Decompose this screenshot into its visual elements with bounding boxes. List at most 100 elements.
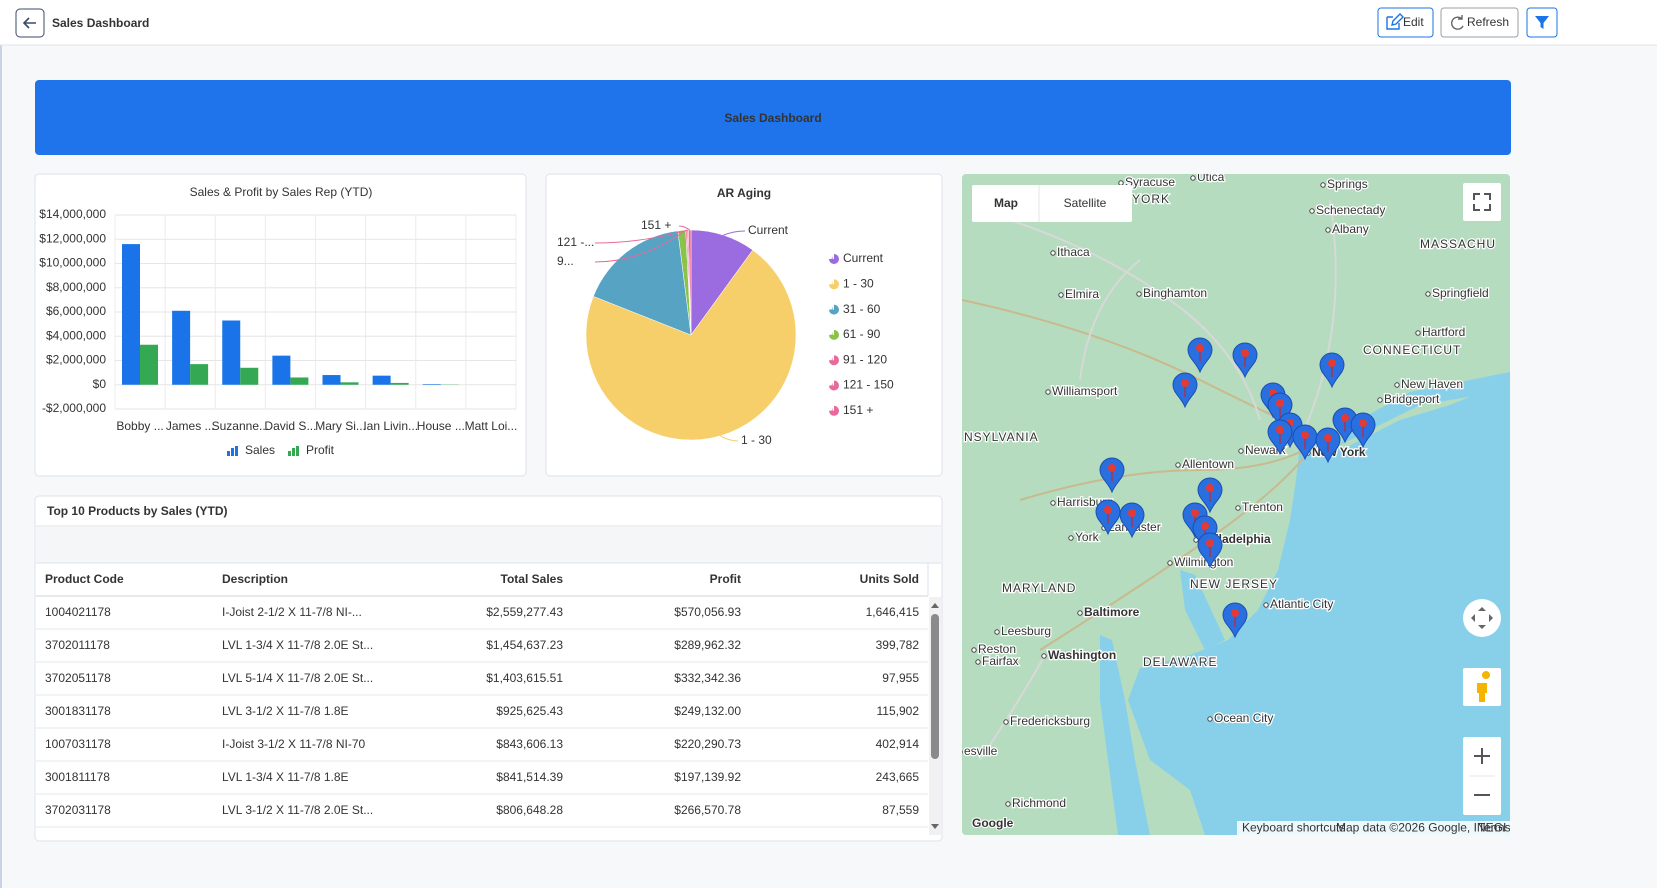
city-label: Binghamton (1143, 286, 1207, 300)
map-marker[interactable] (1315, 427, 1341, 464)
legend-icon-part (828, 330, 833, 336)
city-dot (1377, 397, 1383, 403)
map-type-control (972, 185, 1132, 222)
marker-head (1196, 344, 1204, 352)
legend-icon (235, 446, 238, 456)
table-cell: 1007031178 (45, 737, 111, 751)
city-dot (1050, 250, 1056, 256)
marker-head (1324, 434, 1332, 442)
city-label: Fredericksburg (1010, 714, 1090, 728)
map-marker[interactable] (1292, 424, 1318, 461)
slice-label: 9... (557, 254, 574, 268)
scroll-up[interactable] (931, 603, 939, 608)
table-cell: $925,625.43 (496, 704, 563, 718)
fullscreen-button[interactable] (1463, 183, 1501, 221)
y-tick-label: $0 (93, 377, 107, 391)
city-label: Williamsport (1052, 384, 1118, 398)
map-marker[interactable] (1187, 337, 1213, 374)
marker-head (1181, 379, 1189, 387)
map-marker[interactable] (1197, 477, 1223, 514)
map-road (1079, 259, 1141, 381)
y-tick-label: $14,000,000 (39, 207, 106, 221)
city-dot (1309, 208, 1315, 214)
table-cell: $289,962.32 (674, 638, 741, 652)
table-cell: 3702031178 (45, 803, 111, 817)
map-attribution[interactable]: Keyboard shortcuts (1242, 821, 1345, 835)
legend-label: 1 - 30 (843, 276, 874, 290)
scrollbar-thumb[interactable] (931, 614, 939, 759)
map-marker[interactable] (1197, 532, 1223, 569)
map-marker[interactable] (1119, 502, 1145, 539)
city-label: New Haven (1401, 377, 1463, 391)
map-marker[interactable] (1232, 342, 1258, 379)
map-marker[interactable] (1267, 419, 1293, 456)
map[interactable]: Syracuse Utica Springs YORK Schenectady Alban… (958, 170, 1511, 835)
map-sound (1340, 372, 1510, 445)
legend-icon-part (828, 381, 833, 387)
city-label: Hartford (1422, 325, 1465, 339)
map-marker[interactable] (1095, 499, 1121, 536)
map-marker[interactable] (1222, 602, 1248, 639)
bar (222, 320, 241, 385)
map-marker[interactable] (1172, 372, 1198, 409)
table-cell: 402,914 (876, 737, 920, 751)
table-cell: I-Joist 2-1/2 X 11-7/8 NI-... (222, 605, 362, 619)
table-cell: 3702011178 (45, 638, 110, 652)
zoom-in[interactable] (1474, 748, 1490, 764)
table-cell: $220,290.73 (674, 737, 741, 751)
map-marker[interactable] (1319, 352, 1345, 389)
table-cell: 87,559 (882, 803, 919, 817)
refresh-button[interactable]: Refresh (1440, 7, 1519, 38)
edit-button[interactable]: Edit (1377, 7, 1434, 38)
city-label: Syracuse (1125, 175, 1175, 189)
map-marker[interactable] (1350, 412, 1376, 449)
bar (140, 344, 158, 385)
legend-icon (829, 380, 839, 391)
banner (35, 80, 1511, 155)
table-cell: 97,955 (882, 671, 919, 685)
state-label: MARYLAND (1002, 581, 1076, 595)
map-tab[interactable]: Map (994, 196, 1018, 210)
back-button[interactable] (15, 8, 45, 38)
map-marker[interactable] (1099, 457, 1125, 494)
city-label: Bridgeport (1384, 392, 1440, 406)
table-cell: $2,559,277.43 (486, 605, 563, 619)
pie-slice (585, 249, 797, 441)
table-toolbar (36, 527, 941, 563)
edit-label: Edit (1403, 15, 1424, 29)
city-dot (1325, 227, 1331, 233)
x-tick-label: Ian Livin... (363, 419, 418, 433)
state-label: MASSACHU (1420, 237, 1496, 251)
column-header: Total Sales (501, 572, 564, 586)
legend-label: 61 - 90 (843, 327, 881, 341)
x-tick-label: Bobby ... (116, 419, 163, 433)
legend-icon-part (828, 356, 833, 362)
city-dot (1050, 500, 1056, 506)
bar (272, 355, 291, 385)
bar (340, 382, 359, 385)
legend-icon (829, 405, 839, 416)
scroll-down[interactable] (931, 824, 939, 829)
city-dot (1394, 382, 1400, 388)
map-attribution[interactable]: Terms (1478, 821, 1511, 835)
back-arrow (22, 17, 36, 29)
city-label: esville (964, 744, 998, 758)
pan-control[interactable] (1463, 599, 1501, 637)
chart-title: AR Aging (717, 186, 771, 200)
city-label: Utica (1197, 170, 1225, 184)
legend-icon (227, 451, 230, 456)
marker-head (1201, 522, 1209, 530)
map-marker[interactable] (1332, 407, 1358, 444)
fullscreen-icon (1473, 193, 1491, 211)
refresh-button-box (1440, 7, 1519, 38)
city-label: Schenectady (1316, 203, 1385, 217)
marker-head (1231, 609, 1239, 617)
bar (322, 375, 341, 385)
table-cell: $843,606.13 (496, 737, 563, 751)
map-tab[interactable]: Satellite (1064, 196, 1107, 210)
marker-head (1276, 426, 1284, 434)
city-dot (1193, 537, 1199, 543)
leader-line (723, 230, 746, 236)
filter-button[interactable] (1526, 7, 1558, 38)
legend-icon (292, 448, 295, 456)
